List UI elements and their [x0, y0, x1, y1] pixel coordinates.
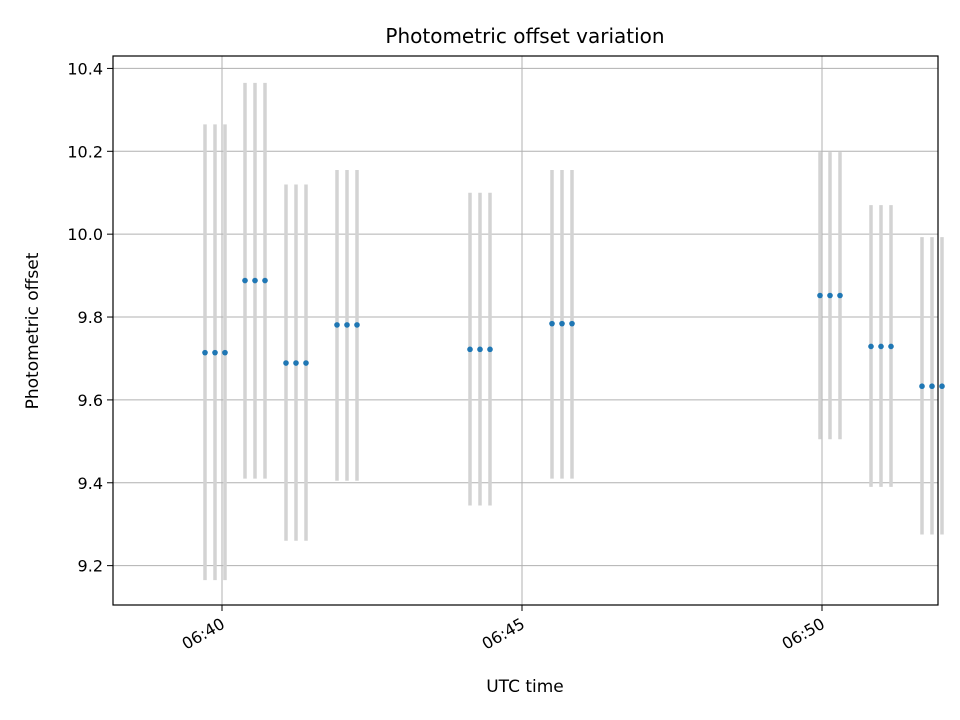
- data-point: [212, 349, 218, 356]
- data-point: [283, 360, 289, 366]
- data-point: [477, 346, 483, 353]
- data-point: [252, 277, 258, 284]
- grid: [113, 56, 938, 605]
- data-point: [354, 322, 360, 328]
- y-tick-label: 9.8: [78, 308, 103, 327]
- data-point: [569, 320, 575, 327]
- data-point: [293, 360, 299, 366]
- y-tick-label: 9.4: [78, 474, 103, 493]
- x-axis-label: UTC time: [486, 677, 564, 697]
- y-tick-label: 9.6: [78, 391, 103, 410]
- data-point: [202, 349, 208, 356]
- data-point: [827, 292, 833, 299]
- data-point: [559, 320, 565, 327]
- data-point: [878, 343, 884, 350]
- data-point: [487, 346, 493, 353]
- data-points: [202, 277, 945, 390]
- data-point: [929, 383, 935, 390]
- data-point: [868, 343, 874, 350]
- chart-title: Photometric offset variation: [385, 24, 664, 48]
- data-point: [242, 277, 248, 284]
- plot-frame: [112, 55, 939, 606]
- data-point: [549, 320, 555, 327]
- data-point: [888, 343, 894, 350]
- y-tick-label: 9.2: [78, 557, 103, 576]
- y-axis-label: Photometric offset: [23, 252, 43, 409]
- data-point: [303, 360, 309, 366]
- y-tick-label: 10.0: [67, 225, 103, 244]
- data-point: [344, 322, 350, 328]
- y-tick-label: 10.2: [67, 142, 103, 161]
- data-point: [222, 349, 228, 356]
- data-point: [262, 277, 268, 284]
- data-point: [837, 292, 843, 299]
- data-point: [817, 292, 823, 299]
- y-tick-label: 10.4: [67, 59, 103, 78]
- data-point: [467, 346, 473, 353]
- data-point: [919, 383, 925, 390]
- data-point: [939, 383, 945, 390]
- data-point: [334, 322, 340, 328]
